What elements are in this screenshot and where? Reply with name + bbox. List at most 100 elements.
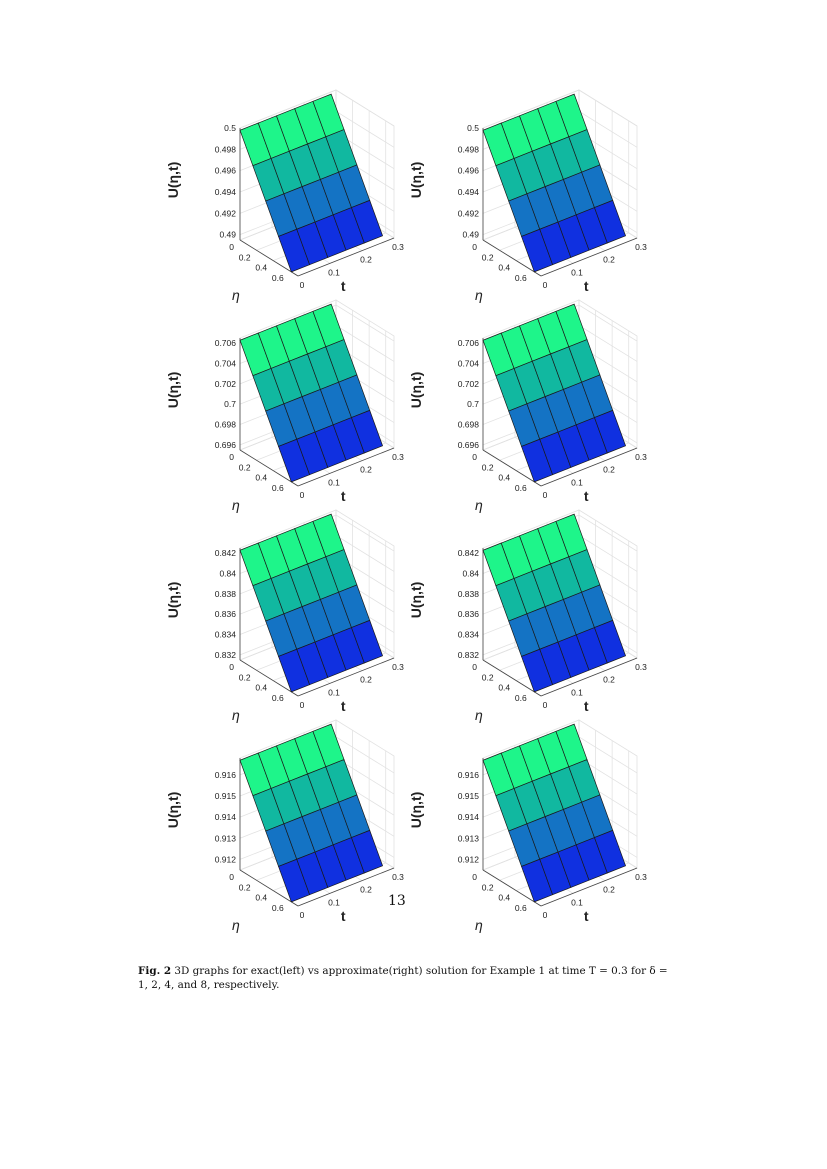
t-axis-label: t [584, 908, 589, 924]
eta-axis-label: η [475, 497, 483, 513]
t-tick-label: 0.2 [603, 885, 615, 895]
surface-panel-approximate-delta-2: 0.7060.7040.7020.70.6980.69600.20.40.600… [408, 299, 647, 513]
eta-axis-line [482, 239, 542, 277]
surface [239, 93, 384, 273]
t-tick-label: 0.3 [392, 452, 404, 462]
t-tick-label: 0.1 [571, 897, 583, 907]
eta-tick-label: 0.4 [255, 683, 267, 693]
t-axis-label: t [341, 278, 346, 294]
t-axis-line [297, 447, 395, 487]
t-tick-label: 0 [300, 910, 305, 920]
t-tick-label: 0.3 [635, 872, 647, 882]
z-tick-label: 0.498 [458, 144, 480, 154]
z-tick-label: 0.492 [458, 208, 480, 218]
z-tick-label: 0.915 [215, 791, 237, 801]
t-axis-line [297, 867, 395, 907]
surface [239, 723, 384, 903]
z-tick-label: 0.832 [215, 650, 237, 660]
eta-axis-label: η [232, 917, 240, 933]
eta-tick-label: 0 [229, 662, 234, 672]
t-axis-line [297, 237, 395, 277]
eta-tick-label: 0.6 [272, 903, 284, 913]
z-axis-label: U(η,t) [165, 372, 181, 409]
surface-patch [351, 199, 384, 244]
z-tick-label: 0.698 [215, 420, 237, 430]
z-tick-label: 0.838 [215, 589, 237, 599]
t-tick-label: 0.3 [392, 662, 404, 672]
surface [482, 303, 627, 483]
t-tick-label: 0.1 [328, 267, 340, 277]
t-tick-label: 0.1 [571, 267, 583, 277]
eta-axis-line [239, 239, 299, 277]
z-tick-label: 0.912 [458, 854, 480, 864]
eta-tick-label: 0.2 [239, 882, 251, 892]
z-tick-label: 0.914 [458, 812, 480, 822]
page-number: 13 [388, 893, 406, 909]
t-axis-line [540, 867, 638, 907]
eta-axis-label: η [475, 707, 483, 723]
z-tick-label: 0.913 [215, 833, 237, 843]
eta-tick-label: 0.6 [515, 693, 527, 703]
eta-axis-label: η [475, 287, 483, 303]
t-axis-label: t [341, 488, 346, 504]
z-axis-label: U(η,t) [165, 162, 181, 199]
eta-axis-line [482, 659, 542, 697]
t-tick-label: 0 [543, 700, 548, 710]
eta-tick-label: 0 [229, 872, 234, 882]
eta-tick-label: 0.2 [482, 462, 494, 472]
t-tick-label: 0.2 [360, 885, 372, 895]
z-tick-label: 0.702 [215, 379, 237, 389]
surface-panel-exact-delta-4: 0.842 0.84 0.838 0.836 0.834 0.832 0 0.2 0.4 0.6 0… [165, 509, 404, 723]
z-tick-label: 0.706 [215, 338, 237, 348]
surface [482, 723, 627, 903]
z-tick-label: 0.916 [458, 770, 480, 780]
z-tick-label: 0.913 [458, 833, 480, 843]
eta-tick-label: 0.2 [239, 462, 251, 472]
surface-patch [351, 409, 384, 454]
surface [482, 93, 627, 273]
z-tick-label: 0.494 [458, 187, 480, 197]
t-tick-label: 0.1 [328, 897, 340, 907]
surface-patch [351, 619, 384, 664]
eta-tick-label: 0.4 [498, 473, 510, 483]
z-tick-label: 0.84 [219, 568, 236, 578]
t-tick-label: 0.2 [603, 465, 615, 475]
t-axis-label: t [584, 278, 589, 294]
z-tick-label: 0.916 [215, 770, 237, 780]
eta-tick-label: 0.2 [239, 252, 251, 262]
z-axis-label: U(η,t) [408, 792, 424, 829]
eta-axis-line [239, 659, 299, 697]
eta-tick-label: 0 [229, 242, 234, 252]
t-tick-label: 0.1 [328, 687, 340, 697]
figure-caption: Fig. 2 3D graphs for exact(left) vs appr… [138, 964, 678, 992]
t-tick-label: 0 [300, 490, 305, 500]
eta-axis-line [482, 869, 542, 907]
eta-tick-label: 0.6 [272, 273, 284, 283]
t-tick-label: 0 [300, 280, 305, 290]
eta-tick-label: 0.4 [255, 473, 267, 483]
z-tick-label: 0.84 [462, 568, 479, 578]
eta-tick-label: 0.4 [498, 263, 510, 273]
t-tick-label: 0.1 [571, 477, 583, 487]
t-tick-label: 0.3 [392, 872, 404, 882]
t-tick-label: 0.2 [360, 675, 372, 685]
z-tick-label: 0.496 [215, 166, 237, 176]
t-tick-label: 0.3 [635, 452, 647, 462]
t-axis-label: t [584, 698, 589, 714]
eta-tick-label: 0.6 [272, 693, 284, 703]
z-tick-label: 0.704 [215, 358, 237, 368]
z-tick-label: 0.842 [215, 548, 237, 558]
z-tick-label: 0.836 [458, 609, 480, 619]
z-axis-label: U(η,t) [408, 582, 424, 619]
z-tick-label: 0.836 [215, 609, 237, 619]
z-tick-label: 0.702 [458, 379, 480, 389]
eta-tick-label: 0.2 [239, 672, 251, 682]
z-tick-label: 0.49 [219, 230, 236, 240]
eta-axis-label: η [232, 287, 240, 303]
z-tick-label: 0.912 [215, 854, 237, 864]
t-axis-label: t [584, 488, 589, 504]
z-tick-label: 0.496 [458, 166, 480, 176]
eta-tick-label: 0.4 [498, 893, 510, 903]
eta-tick-label: 0 [472, 242, 477, 252]
t-tick-label: 0.3 [392, 242, 404, 252]
